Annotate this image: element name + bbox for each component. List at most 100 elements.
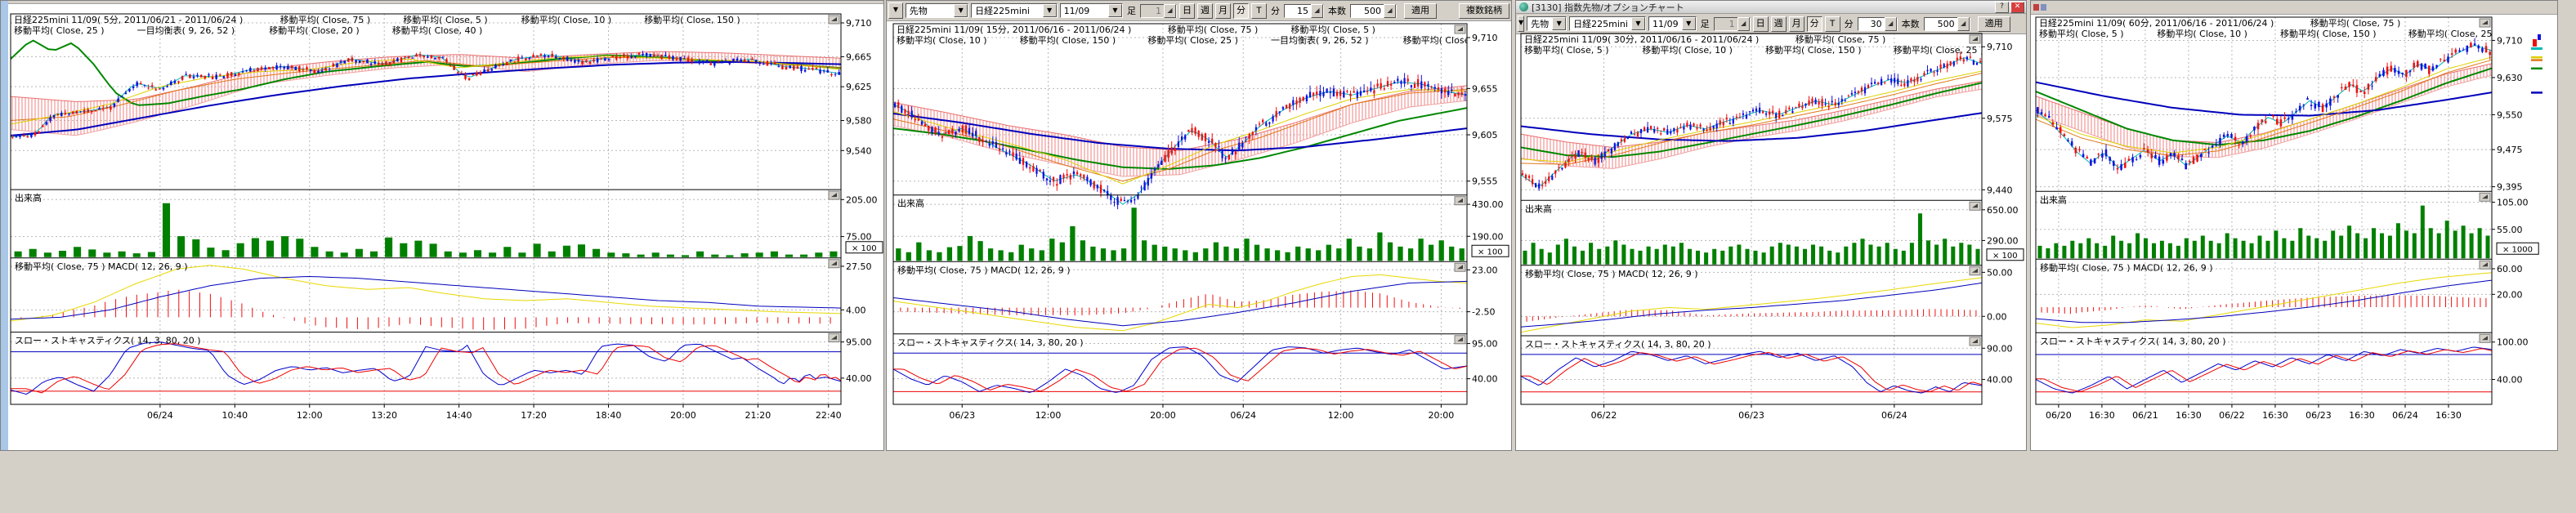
bars-stepper[interactable]: 500 ◢ <box>1923 16 1970 31</box>
period-button-T[interactable]: T <box>1251 2 1267 19</box>
pane-options-button[interactable] <box>1969 337 1981 346</box>
chart-window-30min: [3130] 指数先物/オプションチャート? ✕ ▼ 先物 ▼ 日経225mini ▼ 11/… <box>1515 0 2027 451</box>
indicator-label: 移動平均( Close, 40 ) <box>392 25 483 36</box>
combo-contract-month[interactable]: 11/09 ▼ <box>1059 3 1123 18</box>
spinner-icon[interactable]: ◢ <box>1311 3 1323 18</box>
chart-canvas-30min[interactable]: 9,710 9,575 9,440 650.00 290.00 50.00 0.00 90.0… <box>1516 1 2027 451</box>
bars-stepper[interactable]: 500 ◢ <box>1350 3 1397 18</box>
help-button[interactable]: ? <box>1995 1 2009 13</box>
close-button[interactable]: ✕ <box>2010 1 2024 13</box>
minute-stepper[interactable]: 15 ◢ <box>1284 3 1324 18</box>
period-button-週[interactable]: 週 <box>1770 16 1787 32</box>
macd-signal-line <box>1521 282 1982 328</box>
pane-options-button[interactable] <box>1969 201 1981 211</box>
axis-label-macd: 27.50 <box>846 261 872 272</box>
chevron-down-icon[interactable]: ▼ <box>1630 17 1645 30</box>
chevron-down-icon[interactable]: ▼ <box>1042 4 1057 17</box>
combo-symbol[interactable]: 日経225mini ▼ <box>1569 16 1646 31</box>
combo-symbol[interactable]: 日経225mini ▼ <box>971 3 1058 18</box>
spinner-icon[interactable]: ◢ <box>1884 16 1897 31</box>
chart-canvas-15min[interactable]: 9,710 9,655 9,605 9,555 430.00 190.00 23.00 -2.… <box>887 1 1512 451</box>
chart-plot-area[interactable] <box>2036 17 2492 404</box>
apply-button[interactable]: 適用 <box>1404 2 1437 19</box>
chart-canvas-60min[interactable]: 9,710 9,630 9,550 9,475 9,395 105.00 55.00 60.0… <box>2031 1 2558 451</box>
axis-label-price: 9,550 <box>2497 109 2523 120</box>
chart-window-15min: ▼ 先物 ▼ 日経225mini ▼ 11/09 ▼ 足 1 ◢ 日週月分 T 分 15 ◢ 本数 500 ◢ 適用… <box>886 0 1512 451</box>
ma150-line <box>2036 81 2492 117</box>
chart-plot-area[interactable] <box>893 24 1467 404</box>
menu-dropdown-button[interactable]: ▼ <box>888 2 903 19</box>
combo-category[interactable]: 先物 ▼ <box>1527 16 1568 31</box>
resize-arrow-icon <box>831 261 837 265</box>
spinner-icon[interactable]: ◢ <box>1957 16 1970 31</box>
pane-options-button[interactable] <box>828 259 840 269</box>
pane-options-button[interactable] <box>2479 18 2491 28</box>
ma25-line <box>1521 73 1982 165</box>
period-button-分[interactable]: 分 <box>1233 2 1249 19</box>
toolbar-fragment-icon <box>2041 4 2046 11</box>
period-button-日[interactable]: 日 <box>1179 2 1195 19</box>
combo-contract-month[interactable]: 11/09 ▼ <box>1648 16 1697 31</box>
pane-options-button[interactable] <box>828 15 840 25</box>
spinner-icon[interactable]: ◢ <box>1737 16 1750 31</box>
ma75-line <box>2036 67 2492 146</box>
candles-down-wicks <box>16 51 840 140</box>
pane-options-button[interactable] <box>1454 196 1466 206</box>
period-button-日[interactable]: 日 <box>1752 16 1769 32</box>
axis-label-volume: 75.00 <box>846 232 872 243</box>
ashi-stepper[interactable]: 1 ◢ <box>1713 16 1751 31</box>
volume-pane-title: 出来高 <box>15 192 42 203</box>
spinner-icon[interactable]: ◢ <box>1384 3 1396 18</box>
minute-stepper[interactable]: 30 ◢ <box>1857 16 1898 31</box>
bars-value: 500 <box>1924 17 1957 30</box>
axis-label-macd: 0.00 <box>1987 311 2007 322</box>
menu-dropdown-button[interactable]: ▼ <box>1518 16 1525 32</box>
period-button-分[interactable]: 分 <box>1806 16 1822 32</box>
apply-button[interactable]: 適用 <box>1977 16 2010 32</box>
indicator-label: 移動平均( Close, 5 ) <box>2039 28 2124 39</box>
pane-options-button[interactable] <box>828 190 840 200</box>
ichimoku-senkou-b <box>1521 88 1982 169</box>
chevron-down-icon[interactable]: ▼ <box>1552 17 1567 30</box>
chevron-down-icon[interactable]: ▼ <box>954 4 968 17</box>
period-button-月[interactable]: 月 <box>1788 16 1805 32</box>
period-button-月[interactable]: 月 <box>1215 2 1231 19</box>
period-button-T[interactable]: T <box>1824 16 1840 32</box>
chart-plot-area[interactable] <box>11 14 841 404</box>
pane-options-button[interactable] <box>1454 25 1466 34</box>
period-button-週[interactable]: 週 <box>1197 2 1213 19</box>
indicator-label: 一目均衡表( 9, 26, 52 ) <box>1271 34 1369 46</box>
minute-value: 30 <box>1858 17 1885 30</box>
chart-canvas-5min[interactable]: 9,710 9,665 9,625 9,580 9,540 205.00 75.00 27.5… <box>1 1 884 451</box>
toolbar-fragment-icon <box>2033 4 2039 11</box>
pane-options-button[interactable] <box>1969 34 1981 44</box>
combo-category[interactable]: 先物 ▼ <box>905 3 969 18</box>
ashi-value: 1 <box>1714 17 1737 30</box>
pane-options-button[interactable] <box>1454 262 1466 272</box>
pane-options-button[interactable] <box>2479 333 2491 343</box>
combo-category-value: 先物 <box>1531 19 1550 29</box>
ashi-stepper[interactable]: 1 ◢ <box>1140 3 1177 18</box>
axis-label-price: 9,475 <box>2497 145 2523 155</box>
axis-label-macd: 50.00 <box>1987 267 2013 278</box>
chevron-down-icon[interactable]: ▼ <box>1108 4 1122 17</box>
chart-plot-area[interactable] <box>1521 33 1982 404</box>
window-titlebar[interactable]: [3130] 指数先物/オプションチャート? ✕ <box>1516 1 2026 14</box>
macd-line <box>2036 272 2492 328</box>
ma20-line <box>1521 70 1982 163</box>
pane-options-button[interactable] <box>2479 260 2491 270</box>
pane-options-button[interactable] <box>1969 266 1981 276</box>
macd-signal-line <box>11 275 841 320</box>
x-axis-label: 16:30 <box>2435 410 2462 421</box>
pane-options-button[interactable] <box>1454 335 1466 345</box>
spinner-icon[interactable]: ◢ <box>1164 3 1176 18</box>
axis-label-macd: 20.00 <box>2497 289 2523 300</box>
pane-options-button[interactable] <box>828 333 840 343</box>
x-axis-label: 06/22 <box>1591 410 1617 421</box>
chart-title: 日経225mini 11/09( 30分, 2011/06/16 - 2011/… <box>1524 34 1759 45</box>
x-axis-label: 18:40 <box>596 410 622 421</box>
ichimoku-senkou-a <box>11 51 841 102</box>
multi-symbol-button[interactable]: 複数銘柄 <box>1459 2 1509 19</box>
pane-options-button[interactable] <box>2479 192 2491 202</box>
chevron-down-icon[interactable]: ▼ <box>1681 17 1696 30</box>
